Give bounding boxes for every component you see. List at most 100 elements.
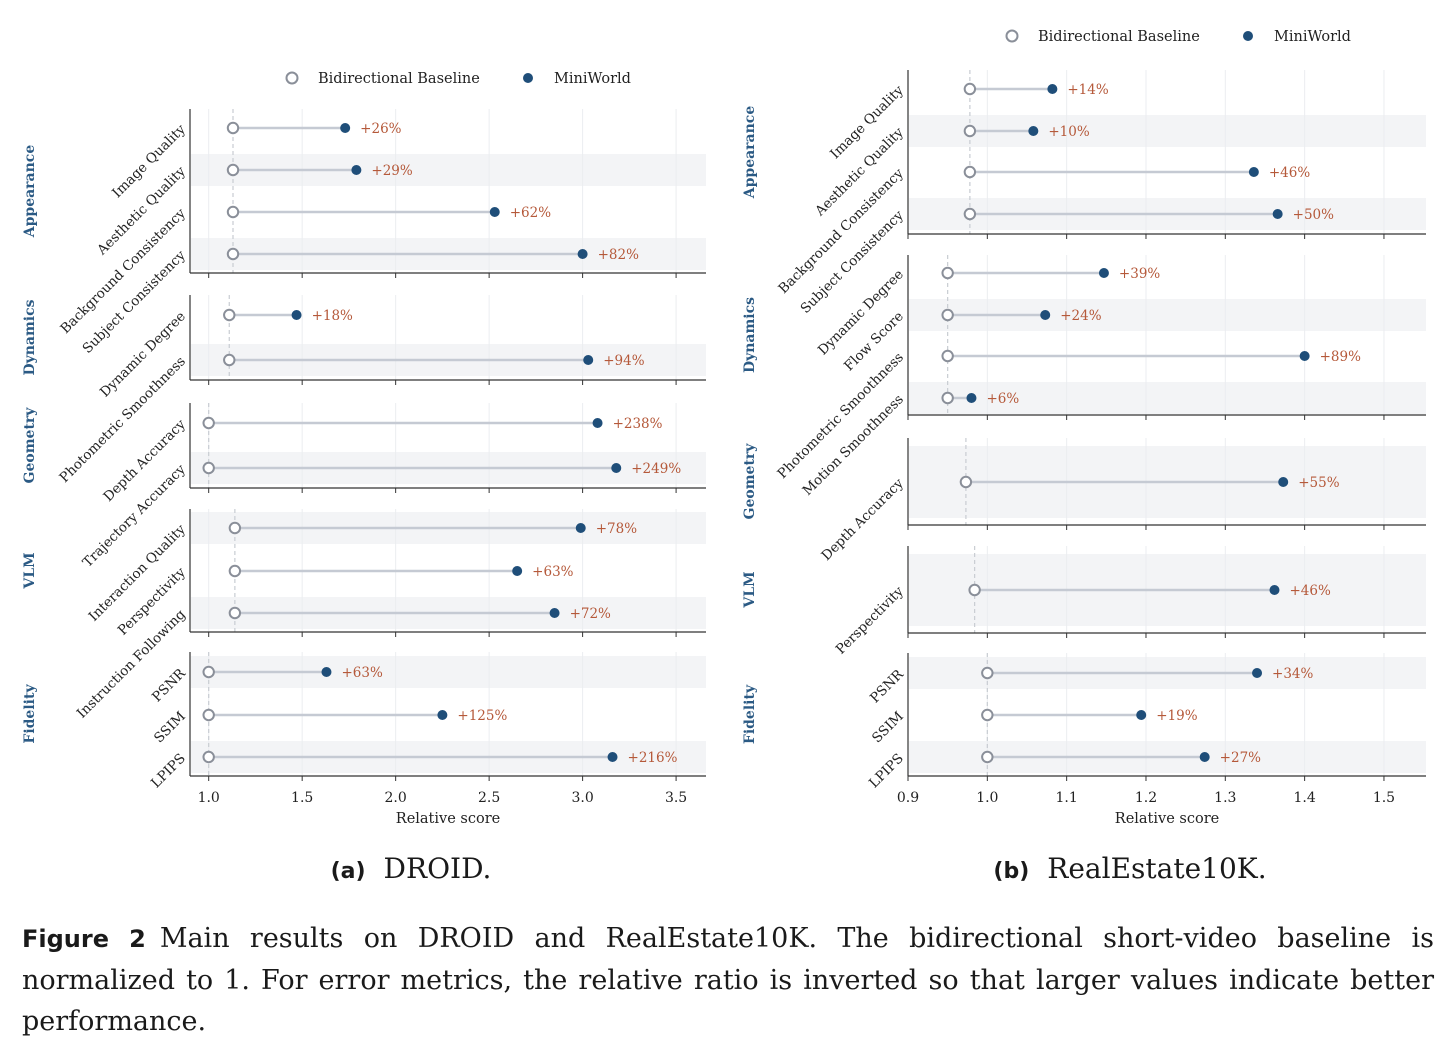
chart-a-geometry-depth-accuracy-miniworld-point bbox=[592, 418, 603, 428]
chart-a-dynamics-dynamic-degree-miniworld-point bbox=[291, 310, 302, 320]
chart-b-appearance-background-consistency-miniworld-point bbox=[1248, 167, 1259, 177]
chart-b-fidelity-psnr-miniworld-point bbox=[1252, 668, 1263, 678]
chart-a-vlm-instruction-following-miniworld-point bbox=[549, 608, 560, 618]
chart-a-vlm-interaction-quality-data-label: +78% bbox=[596, 521, 637, 537]
chart-b-fidelity-ssim-data-label: +19% bbox=[1156, 708, 1197, 724]
chart-a-appearance-background-consistency-data-label: +62% bbox=[510, 205, 551, 221]
chart-b-legend-label-miniworld: MiniWorld bbox=[1274, 29, 1351, 45]
chart-a-fidelity-lpips-data-label: +216% bbox=[628, 750, 678, 766]
chart-b-fidelity-psnr-baseline-point bbox=[981, 666, 994, 680]
chart-a-fidelity-ssim-data-label: +125% bbox=[457, 708, 507, 724]
chart-a-dynamics-dynamic-degree-baseline-point bbox=[223, 308, 236, 322]
chart-b-x-tick-label: 1.0 bbox=[976, 790, 998, 806]
chart-b-dynamics-row-band bbox=[909, 382, 1426, 414]
chart-a-appearance-image-quality-category-label: Image Quality bbox=[109, 121, 189, 201]
chart-b-dynamics-flow-score-data-label: +24% bbox=[1060, 308, 1101, 324]
chart-b-legend-label-baseline: Bidirectional Baseline bbox=[1038, 29, 1200, 45]
chart-a-vlm-interaction-quality-baseline-point bbox=[228, 521, 242, 535]
chart-b-dynamics-photometric-smoothness-data-label: +89% bbox=[1320, 349, 1361, 365]
chart-a-vlm-group-label: VLM bbox=[22, 552, 38, 589]
chart-b-dynamics-photometric-smoothness-baseline-point bbox=[941, 349, 954, 363]
chart-b-dynamics-dynamic-degree-data-label: +39% bbox=[1119, 266, 1160, 282]
chart-a-vlm-instruction-following-data-label: +72% bbox=[570, 606, 611, 622]
chart-a-vlm-instruction-following-baseline-point bbox=[228, 606, 242, 620]
chart-a-fidelity-group-label: Fidelity bbox=[22, 684, 38, 744]
chart-a-fidelity-psnr-baseline-point bbox=[202, 665, 215, 679]
chart-b-subfigure-caption: (b) RealEstate10K. bbox=[993, 852, 1266, 885]
chart-b-x-tick-label: 0.9 bbox=[897, 790, 919, 806]
chart-b-geometry-depth-accuracy-baseline-point bbox=[959, 475, 973, 489]
chart-a-x-tick-label: 3.5 bbox=[665, 790, 687, 806]
chart-b-vlm-group-label: VLM bbox=[742, 571, 758, 608]
chart-a-fidelity-lpips-miniworld-point bbox=[607, 752, 618, 762]
chart-b-legend-marker-miniworld bbox=[1243, 31, 1253, 41]
chart-a-subfigure-label: (a) bbox=[331, 859, 366, 884]
chart-a-dynamics-photometric-smoothness-data-label: +94% bbox=[603, 353, 644, 369]
chart-a-x-tick-label: 2.5 bbox=[478, 790, 500, 806]
chart-b-dynamics-dynamic-degree-miniworld-point bbox=[1098, 268, 1109, 278]
chart-b-appearance-image-quality-data-label: +14% bbox=[1067, 82, 1108, 98]
chart-a-fidelity-ssim-category-label: SSIM bbox=[151, 708, 189, 746]
chart-a-appearance-background-consistency-baseline-point bbox=[226, 205, 240, 219]
chart-a-vlm-perspectivity-data-label: +63% bbox=[532, 564, 573, 580]
chart-a-appearance-background-consistency-miniworld-point bbox=[489, 207, 500, 217]
chart-a-geometry-trajectory-accuracy-data-label: +249% bbox=[631, 461, 681, 477]
chart-a-panel: Bidirectional Baseline MiniWorld Appearanc… bbox=[22, 71, 706, 885]
chart-a-appearance-aesthetic-quality-baseline-point bbox=[226, 163, 240, 177]
chart-b-vlm-perspectivity-miniworld-point bbox=[1269, 585, 1280, 595]
chart-b-geometry-depth-accuracy-category-label: Depth Accuracy bbox=[818, 475, 907, 564]
chart-b-fidelity-lpips-baseline-point bbox=[981, 750, 994, 764]
chart-a-appearance-subject-consistency-baseline-point bbox=[226, 247, 240, 261]
chart-a-vlm-perspectivity-miniworld-point bbox=[512, 566, 523, 576]
chart-b-subfigure-title: RealEstate10K. bbox=[1047, 852, 1266, 885]
chart-b-x-tick-label: 1.4 bbox=[1293, 790, 1315, 806]
chart-b-appearance-background-consistency-baseline-point bbox=[963, 165, 977, 179]
chart-b-subfigure-label: (b) bbox=[993, 859, 1029, 884]
chart-a-fidelity-psnr-miniworld-point bbox=[321, 667, 332, 677]
chart-b-dynamics-photometric-smoothness-miniworld-point bbox=[1299, 351, 1310, 361]
chart-a-legend-label-miniworld: MiniWorld bbox=[554, 71, 631, 87]
chart-b-geometry-depth-accuracy-data-label: +55% bbox=[1298, 475, 1339, 491]
chart-b-appearance-subject-consistency-miniworld-point bbox=[1272, 209, 1283, 219]
chart-a-geometry-group-label: Geometry bbox=[22, 407, 38, 484]
chart-a-subfigure-caption: (a) DROID. bbox=[331, 852, 492, 885]
chart-b-x-tick-label: 1.2 bbox=[1135, 790, 1157, 806]
chart-a-fidelity-psnr-data-label: +63% bbox=[341, 665, 382, 681]
chart-a-appearance-image-quality-baseline-point bbox=[226, 121, 240, 135]
chart-a-subfigure-title: DROID. bbox=[384, 852, 492, 885]
chart-a-appearance-group-label: Appearance bbox=[22, 145, 38, 239]
chart-b-appearance-aesthetic-quality-baseline-point bbox=[963, 124, 977, 138]
chart-a-appearance-subject-consistency-data-label: +82% bbox=[598, 247, 639, 263]
chart-b-legend-marker-baseline bbox=[1005, 29, 1019, 43]
chart-b-vlm-perspectivity-category-label: Perspectivity bbox=[833, 583, 907, 657]
chart-a-x-tick-label: 1.0 bbox=[198, 790, 220, 806]
chart-a-dynamics-dynamic-degree-data-label: +18% bbox=[312, 308, 353, 324]
chart-b-appearance-image-quality-category-label: Image Quality bbox=[827, 82, 907, 162]
chart-b-dynamics-group-label: Dynamics bbox=[742, 297, 758, 373]
chart-a-fidelity-lpips-baseline-point bbox=[202, 750, 215, 764]
chart-b-dynamics-flow-score-miniworld-point bbox=[1040, 310, 1051, 320]
chart-b-appearance-image-quality-miniworld-point bbox=[1047, 84, 1058, 94]
chart-a-geometry-depth-accuracy-data-label: +238% bbox=[613, 416, 663, 432]
chart-a-appearance-image-quality-miniworld-point bbox=[340, 123, 351, 133]
chart-b-fidelity-ssim-miniworld-point bbox=[1136, 710, 1147, 720]
chart-a-x-tick-label: 1.5 bbox=[291, 790, 313, 806]
chart-b-dynamics-motion-smoothness-baseline-point bbox=[941, 391, 954, 405]
chart-a-legend-marker-baseline bbox=[285, 71, 299, 85]
chart-a-fidelity-psnr-category-label: PSNR bbox=[149, 665, 189, 705]
caption: Figure 2 Main results on DROID and RealEs… bbox=[22, 918, 1434, 1042]
chart-b-dynamics-motion-smoothness-data-label: +6% bbox=[986, 391, 1019, 407]
chart-b-x-tick-label: 1.5 bbox=[1373, 790, 1395, 806]
chart-b-fidelity-lpips-miniworld-point bbox=[1199, 752, 1210, 762]
chart-b-appearance-aesthetic-quality-miniworld-point bbox=[1028, 126, 1039, 136]
chart-b-appearance-image-quality-baseline-point bbox=[963, 82, 977, 96]
chart-a-legend-marker-miniworld bbox=[523, 73, 533, 83]
chart-b-geometry-depth-accuracy-miniworld-point bbox=[1278, 477, 1289, 487]
chart-b-appearance-group-label: Appearance bbox=[742, 106, 758, 200]
chart-b-vlm-perspectivity-data-label: +46% bbox=[1289, 583, 1330, 599]
chart-b-fidelity-ssim-baseline-point bbox=[981, 708, 994, 722]
chart-a-x-tick-label: 2.0 bbox=[385, 790, 407, 806]
chart-b-fidelity-psnr-data-label: +34% bbox=[1272, 666, 1313, 682]
chart-a-fidelity-ssim-miniworld-point bbox=[437, 710, 448, 720]
